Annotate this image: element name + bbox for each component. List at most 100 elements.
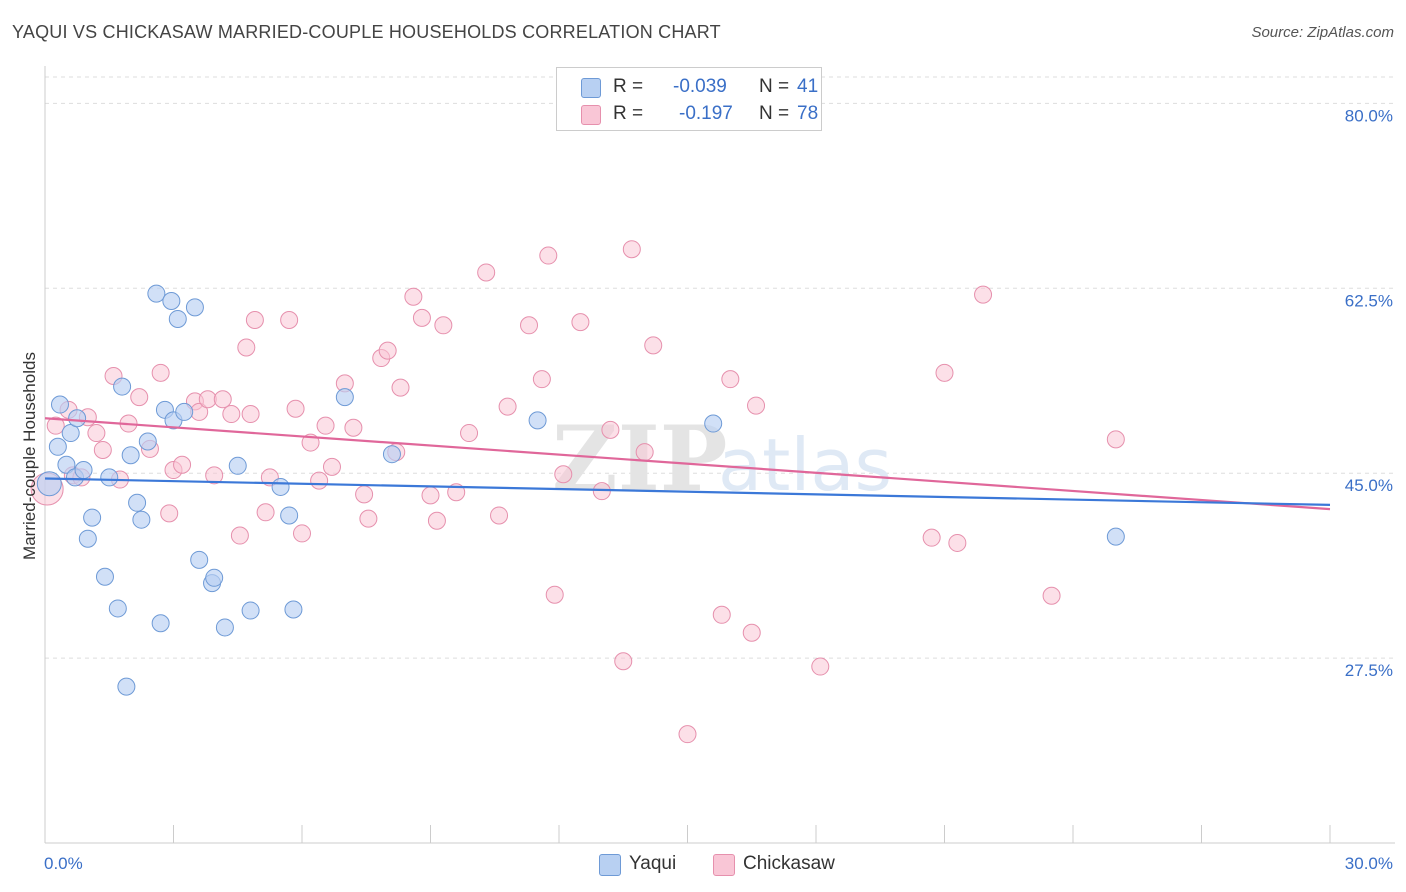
x-tick-label: 30.0% — [1345, 854, 1393, 873]
chickasaw-point — [310, 471, 329, 490]
chickasaw-point — [571, 313, 590, 332]
chickasaw-point — [245, 311, 264, 330]
chickasaw-point — [412, 308, 431, 327]
legend-n-value: 41 — [797, 76, 819, 97]
yaqui-point — [100, 468, 119, 487]
chickasaw-point — [678, 725, 697, 744]
chickasaw-point — [293, 524, 311, 543]
source-label: Source: ZipAtlas.com — [1251, 24, 1394, 41]
yaqui-point — [382, 445, 401, 464]
chickasaw-point — [635, 443, 654, 462]
chickasaw-point — [545, 585, 564, 604]
chickasaw-point — [601, 420, 620, 439]
chickasaw-point — [539, 246, 558, 265]
trend-lines — [44, 417, 1331, 511]
chickasaw-point — [434, 316, 453, 335]
axes — [44, 66, 1395, 844]
legend-r-value: -0.197 — [679, 103, 733, 124]
chickasaw-point — [554, 465, 573, 484]
chickasaw-point — [151, 363, 170, 382]
chickasaw-point — [948, 533, 967, 552]
yaqui-point — [128, 493, 147, 512]
yaqui-point — [121, 446, 140, 465]
chickasaw-point — [747, 396, 766, 415]
yaqui-point — [95, 567, 114, 586]
chickasaw-point — [391, 378, 410, 397]
tick-labels: 27.5% 45.0% 62.5% 80.0% 0.0% 30.0% — [44, 106, 1393, 873]
legend-n-label: N = — [759, 103, 790, 124]
chickasaw-point — [622, 240, 641, 259]
y-tick-label: 62.5% — [1345, 291, 1393, 310]
yaqui-point — [205, 568, 224, 587]
yaqui-point — [36, 471, 62, 497]
chickasaw-point — [614, 652, 633, 671]
yaqui-point — [113, 377, 132, 396]
yaqui-point — [241, 601, 260, 620]
chickasaw-points — [30, 240, 1125, 744]
yaqui-point — [185, 298, 204, 317]
chickasaw-swatch — [713, 854, 735, 876]
yaqui-point — [280, 506, 299, 525]
chickasaw-point — [974, 285, 993, 304]
chickasaw-point — [742, 623, 761, 642]
yaqui-swatch — [599, 854, 621, 876]
legend-label-chickasaw: Chickasaw — [743, 853, 835, 874]
yaqui-point — [528, 411, 547, 430]
chickasaw-point — [230, 526, 249, 545]
yaqui-point — [704, 414, 723, 433]
chickasaw-point — [93, 440, 112, 459]
yaqui-point — [1106, 527, 1125, 546]
chickasaw-point — [173, 455, 192, 474]
chickasaw-point — [520, 316, 539, 335]
chickasaw-point — [205, 466, 224, 485]
chickasaw-point — [644, 336, 663, 355]
legend-r-label: R = — [613, 103, 644, 124]
chickasaw-point — [935, 363, 954, 382]
chickasaw-point — [359, 509, 378, 528]
chickasaw-point — [355, 485, 374, 504]
yaqui-point — [78, 529, 97, 548]
chart-title: YAQUI VS CHICKASAW MARRIED-COUPLE HOUSEH… — [12, 22, 721, 42]
yaqui-point — [151, 614, 170, 633]
yaqui-trend-line — [44, 477, 1331, 507]
chickasaw-point — [198, 390, 217, 409]
chickasaw-point — [592, 482, 611, 501]
yaqui-point — [162, 291, 181, 310]
yaqui-point — [284, 600, 303, 619]
y-tick-label: 45.0% — [1345, 476, 1393, 495]
chickasaw-point — [712, 605, 731, 624]
yaqui-point — [108, 599, 127, 618]
chickasaw-point — [378, 341, 397, 360]
yaqui-point — [147, 284, 166, 303]
chickasaw-point — [322, 457, 341, 476]
y-axis-label: Married-couple Households — [20, 352, 39, 560]
yaqui-point — [50, 395, 69, 414]
yaqui-point — [57, 455, 76, 474]
chickasaw-point — [922, 528, 941, 547]
chickasaw-point — [286, 399, 305, 418]
chickasaw-point — [213, 390, 232, 409]
yaqui-point — [335, 388, 354, 407]
y-tick-label: 27.5% — [1345, 661, 1393, 680]
chickasaw-point — [256, 503, 275, 522]
chickasaw-point — [490, 506, 509, 525]
chickasaw-point — [421, 486, 440, 505]
chickasaw-point — [477, 263, 496, 282]
chickasaw-point — [427, 511, 446, 530]
yaqui-point — [138, 432, 157, 451]
chickasaw-point — [460, 424, 479, 443]
chickasaw-point — [130, 388, 149, 407]
x-tick-label: 0.0% — [44, 854, 83, 873]
chickasaw-point — [87, 424, 106, 443]
legend-label-yaqui: Yaqui — [629, 853, 677, 874]
yaqui-point — [117, 677, 136, 696]
chickasaw-point — [1042, 586, 1061, 605]
chickasaw-point — [498, 397, 517, 416]
chickasaw-swatch — [581, 105, 601, 125]
yaqui-point — [83, 508, 102, 527]
yaqui-point — [48, 437, 67, 456]
legend-n-value: 78 — [797, 103, 819, 124]
y-tick-label: 80.0% — [1345, 106, 1393, 125]
chickasaw-trend-line — [44, 417, 1331, 511]
yaqui-points — [36, 284, 1125, 696]
